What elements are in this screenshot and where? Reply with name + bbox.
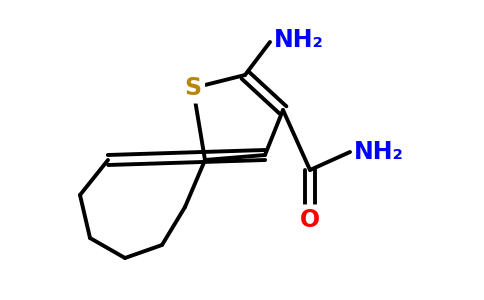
- Text: O: O: [300, 208, 320, 232]
- Text: NH₂: NH₂: [354, 140, 404, 164]
- Text: NH₂: NH₂: [274, 28, 324, 52]
- Text: S: S: [184, 76, 201, 100]
